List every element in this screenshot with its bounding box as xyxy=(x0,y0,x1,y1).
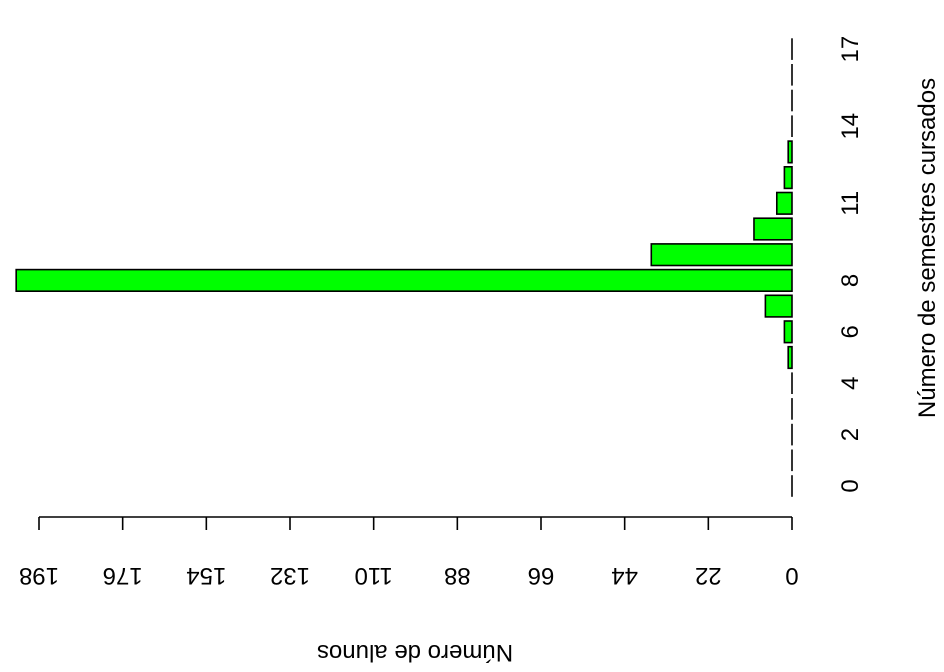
bar xyxy=(764,294,793,318)
x-axis-tick-label: 110 xyxy=(355,562,393,589)
y-axis-tick-label: 17 xyxy=(837,36,864,63)
y-axis-label: Número de semestres cursados xyxy=(914,78,941,418)
x-axis-tick-label: 88 xyxy=(444,562,471,589)
y-axis-tick-label: 8 xyxy=(837,274,864,287)
y-axis-tick-label: 0 xyxy=(837,479,864,492)
bar xyxy=(783,166,793,190)
bar xyxy=(753,217,793,241)
bar xyxy=(787,345,793,370)
x-axis-tick-label: 176 xyxy=(103,562,143,589)
bar xyxy=(787,140,793,164)
x-axis-tick-label: 132 xyxy=(270,562,310,589)
bar xyxy=(15,268,793,293)
x-axis-tick-label: 66 xyxy=(528,562,555,589)
x-axis-tick-label: 198 xyxy=(19,562,59,589)
x-axis: 0 22 44 66 88 110 132 154 176 198 xyxy=(19,516,799,589)
y-axis-tick-label: 2 xyxy=(837,428,864,441)
x-axis-tick-label: 0 xyxy=(785,562,798,589)
y-axis-tick-label: 6 xyxy=(837,325,864,338)
x-axis-label: Número de alunos xyxy=(317,639,513,666)
y-axis-tick-label: 4 xyxy=(837,377,864,390)
y-axis-tick-label: 11 xyxy=(837,191,864,216)
y-axis-tick-labels: 0 2 4 6 8 11 14 17 xyxy=(837,36,864,493)
bar xyxy=(775,191,793,215)
bar xyxy=(650,243,793,267)
x-axis-tick-label: 22 xyxy=(695,562,722,589)
x-axis-tick-label: 154 xyxy=(186,562,226,589)
y-axis-tick-label: 14 xyxy=(837,113,864,140)
bar xyxy=(783,320,793,344)
bars-group xyxy=(15,38,793,497)
x-axis-tick-label: 44 xyxy=(611,562,638,589)
